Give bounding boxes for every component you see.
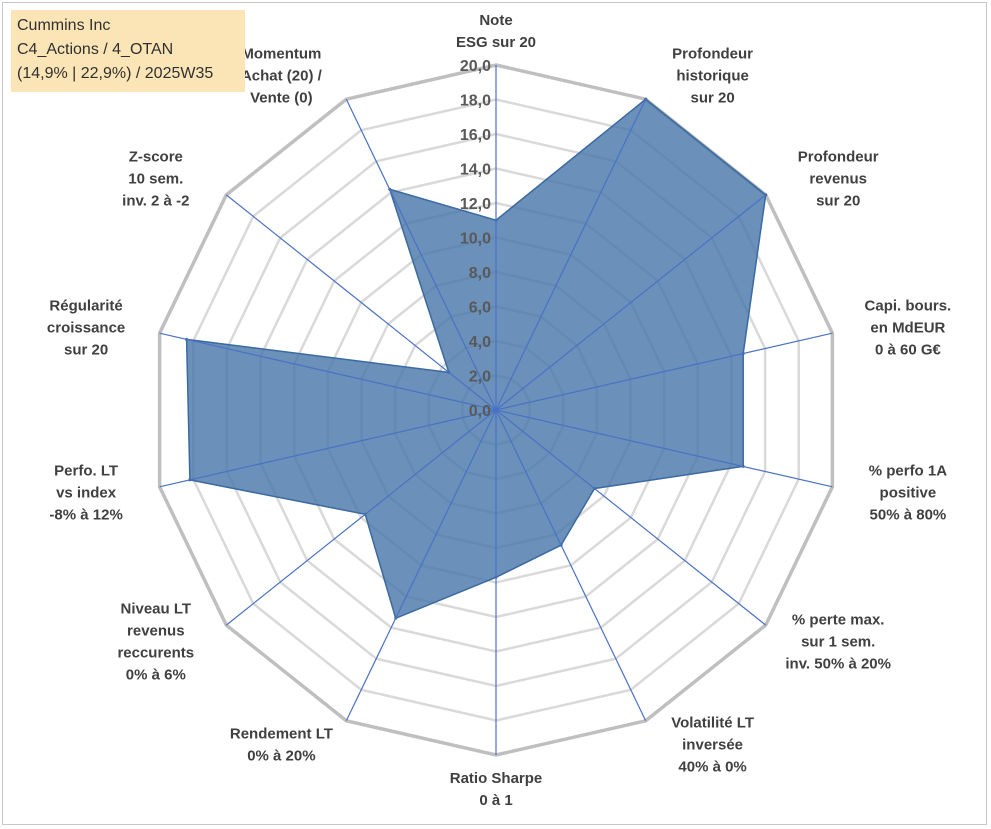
axis-label-10: Perfo. LT vs index -8% à 12% (49, 463, 122, 524)
axis-label-6-line-0: Volatilité LT (671, 714, 754, 731)
axis-label-0-line-1: ESG sur 20 (456, 34, 536, 51)
axis-label-12-line-1: 10 sem. (128, 171, 183, 188)
company-name: Cummins Inc (17, 17, 111, 34)
axis-label-8-line-1: 0% à 20% (247, 747, 315, 764)
axis-label-5-line-2: inv. 50% à 20% (785, 655, 891, 672)
axis-spoke-12 (225, 194, 497, 411)
axis-label-5: % perte max. sur 1 sem. inv. 50% à 20% (785, 611, 891, 672)
axis-label-0-line-0: Note (479, 12, 512, 29)
axis-label-11-line-0: Régularité (49, 297, 122, 314)
tick-label-3: 6,0 (469, 300, 491, 317)
axis-label-4: % perfo 1A positive 50% à 80% (869, 463, 948, 524)
tick-label-6: 12,0 (460, 196, 491, 213)
axis-spoke-9 (225, 409, 497, 626)
tick-label-9: 18,0 (460, 93, 491, 110)
axis-label-12-line-0: Z-score (129, 149, 183, 166)
axis-label-3: Capi. bours. en MdEUR 0 à 60 G€ (865, 297, 952, 358)
axis-spoke-3 (495, 332, 833, 411)
axis-label-13-line-1: Achat (20) / (241, 68, 323, 85)
axis-label-0: Note ESG sur 20 (456, 12, 536, 51)
tick-label-5: 10,0 (460, 231, 491, 248)
spoke-layer (159, 65, 833, 755)
axis-spoke-13 (345, 98, 497, 411)
axis-spoke-11 (159, 332, 497, 411)
axis-label-12-line-2: inv. 2 à -2 (122, 193, 189, 210)
axis-label-8: Rendement LT 0% à 20% (230, 725, 333, 764)
tick-label-8: 16,0 (460, 127, 491, 144)
axis-label-7-line-1: 0 à 1 (479, 792, 512, 809)
axis-label-9-line-0: Niveau LT (121, 600, 192, 617)
axis-label-13: Momentum Achat (20) / Vente (0) (241, 46, 323, 107)
axis-label-4-line-1: positive (880, 485, 937, 502)
axis-label-2: Profondeur revenus sur 20 (798, 149, 879, 210)
axis-spoke-4 (495, 409, 833, 488)
tick-label-1: 2,0 (469, 369, 491, 386)
axis-label-11-line-2: sur 20 (64, 341, 108, 358)
info-box: Cummins Inc C4_Actions / 4_OTAN (14,9% |… (11, 10, 245, 92)
tick-label-10: 20,0 (460, 58, 491, 75)
tick-label-7: 14,0 (460, 162, 491, 179)
axis-spoke-2 (495, 194, 767, 411)
portfolio-line: C4_Actions / 4_OTAN (17, 41, 174, 58)
axis-label-1-line-0: Profondeur (672, 46, 753, 63)
axis-label-4-line-2: 50% à 80% (870, 507, 947, 524)
axis-label-9-line-1: revenus (127, 622, 185, 639)
axis-spoke-5 (495, 409, 767, 626)
axis-label-9: Niveau LT revenus reccurents 0% à 6% (117, 600, 194, 683)
axis-label-9-line-2: reccurents (117, 644, 194, 661)
tick-labels: 0,0 2,0 4,0 6,0 8,0 10,0 12,0 14,0 16,0 18,0 20,0 (460, 58, 491, 420)
axis-label-10-line-2: -8% à 12% (49, 507, 122, 524)
axis-spoke-10 (159, 409, 497, 488)
axis-label-11: Régularité croissance sur 20 (47, 297, 125, 358)
axis-label-1: Profondeur historique sur 20 (672, 46, 753, 107)
axis-label-12: Z-score 10 sem. inv. 2 à -2 (122, 149, 189, 210)
axis-label-7: Ratio Sharpe 0 à 1 (450, 770, 543, 809)
axis-label-3-line-2: 0 à 60 G€ (875, 341, 942, 358)
axis-label-4-line-0: % perfo 1A (869, 463, 948, 480)
axis-label-2-line-0: Profondeur (798, 149, 879, 166)
axis-label-3-line-0: Capi. bours. (865, 297, 952, 314)
axis-label-13-line-2: Vente (0) (250, 90, 313, 107)
performance-line: (14,9% | 22,9%) / 2025W35 (17, 65, 214, 82)
axis-spoke-8 (345, 409, 497, 722)
axis-label-6: Volatilité LT inversée 40% à 0% (671, 714, 754, 775)
axis-labels: Note ESG sur 20 Profondeur historique sur 20… (47, 12, 951, 809)
tick-label-0: 0,0 (469, 403, 491, 420)
axis-label-9-line-3: 0% à 6% (126, 666, 186, 683)
axis-label-3-line-1: en MdEUR (870, 319, 945, 336)
axis-label-1-line-2: sur 20 (690, 90, 734, 107)
axis-label-6-line-1: inversée (682, 736, 743, 753)
axis-label-6-line-2: 40% à 0% (678, 758, 746, 775)
axis-label-11-line-1: croissance (47, 319, 125, 336)
tick-label-2: 4,0 (469, 334, 491, 351)
axis-label-8-line-0: Rendement LT (230, 725, 333, 742)
axis-spoke-1 (495, 98, 647, 411)
axis-label-10-line-1: vs index (56, 485, 117, 502)
axis-label-2-line-1: revenus (809, 171, 867, 188)
tick-label-4: 8,0 (469, 265, 491, 282)
axis-spoke-6 (495, 409, 647, 722)
axis-label-2-line-2: sur 20 (816, 193, 860, 210)
axis-label-13-line-0: Momentum (241, 46, 321, 63)
axis-label-5-line-0: % perte max. (792, 611, 885, 628)
axis-label-1-line-1: historique (676, 68, 749, 85)
axis-label-10-line-0: Perfo. LT (54, 463, 118, 480)
axis-label-7-line-0: Ratio Sharpe (450, 770, 543, 787)
axis-label-5-line-1: sur 1 sem. (801, 633, 875, 650)
